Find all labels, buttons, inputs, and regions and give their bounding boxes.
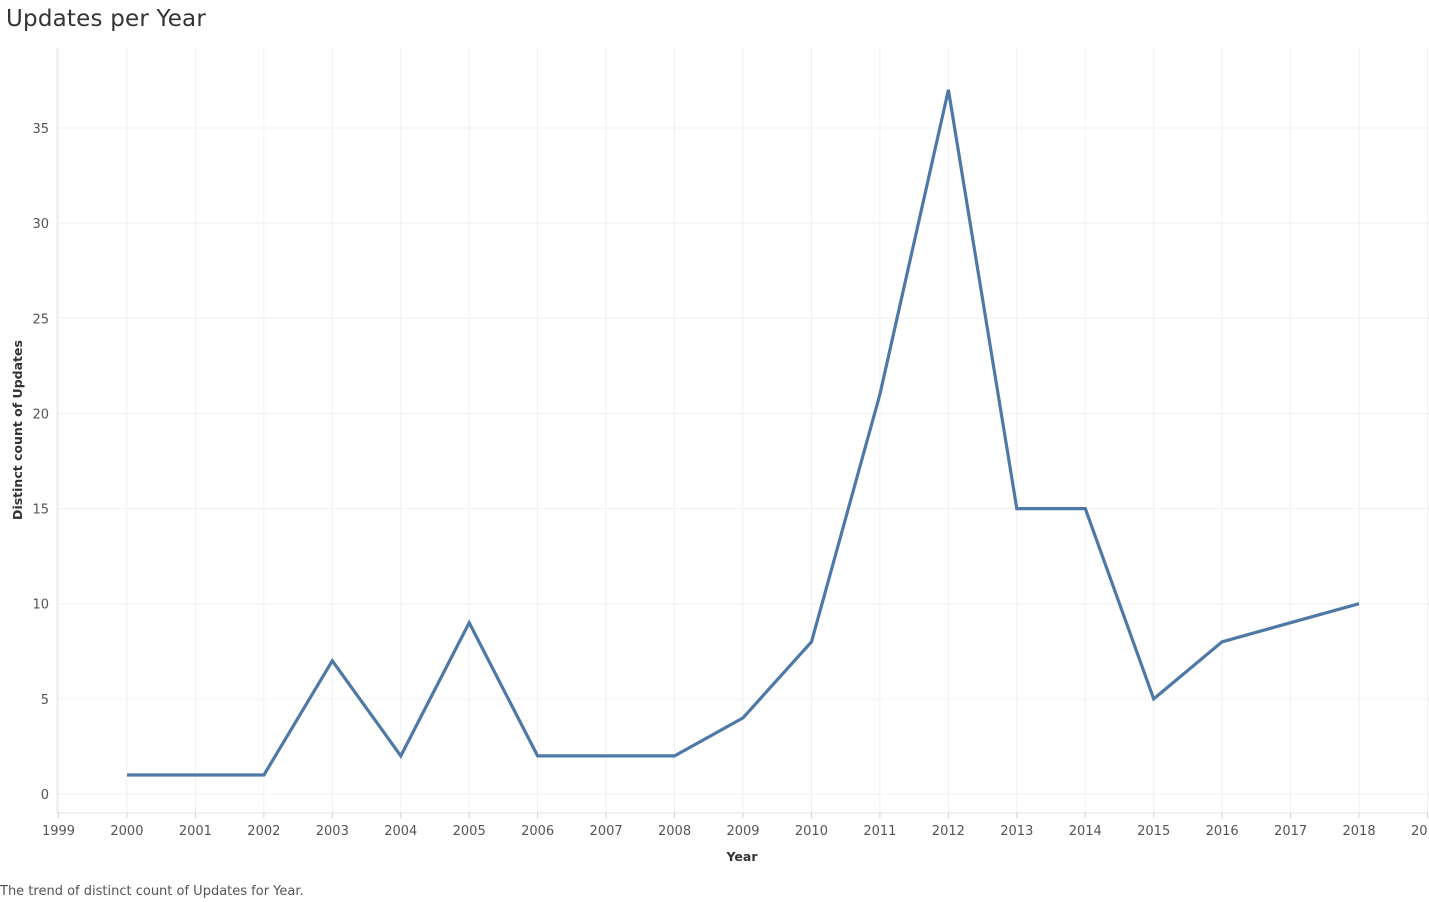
data-point[interactable] bbox=[1285, 617, 1297, 629]
x-tick-label: 2000 bbox=[110, 824, 143, 839]
x-tick-label: 2015 bbox=[1137, 824, 1170, 839]
chart-caption: The trend of distinct count of Updates f… bbox=[0, 884, 304, 899]
y-axis-title: Distinct count of Updates bbox=[10, 340, 25, 520]
series-line bbox=[127, 89, 1360, 777]
x-tick-label: 2017 bbox=[1274, 824, 1307, 839]
gridlines bbox=[57, 48, 1429, 813]
data-point[interactable] bbox=[1216, 636, 1228, 648]
x-tick-label: 2003 bbox=[316, 824, 349, 839]
x-tick-label: 2013 bbox=[1000, 824, 1033, 839]
y-tick-label: 0 bbox=[41, 788, 49, 803]
data-point[interactable] bbox=[258, 769, 270, 781]
x-tick-label: 2004 bbox=[384, 824, 417, 839]
y-tick-label: 30 bbox=[32, 217, 49, 232]
y-axis: 0 5 10 15 20 25 30 35 bbox=[32, 48, 58, 813]
data-point[interactable] bbox=[942, 84, 954, 96]
y-tick-label: 15 bbox=[32, 503, 49, 518]
x-tick-label: 2002 bbox=[247, 824, 280, 839]
x-tick-label: 2014 bbox=[1069, 824, 1102, 839]
x-tick-label: 1999 bbox=[42, 824, 75, 839]
y-tick-label: 35 bbox=[32, 122, 49, 137]
data-point[interactable] bbox=[189, 769, 201, 781]
x-tick-label: 2011 bbox=[863, 824, 896, 839]
x-tick-label: 2018 bbox=[1343, 824, 1376, 839]
x-tick-label: 2012 bbox=[932, 824, 965, 839]
data-point[interactable] bbox=[1011, 503, 1023, 515]
y-tick-label: 5 bbox=[41, 693, 49, 708]
data-point[interactable] bbox=[1353, 598, 1365, 610]
x-tick-label: 2010 bbox=[795, 824, 828, 839]
x-tick-label: 2001 bbox=[179, 824, 212, 839]
data-point[interactable] bbox=[1148, 693, 1160, 705]
data-point[interactable] bbox=[600, 750, 612, 762]
data-point[interactable] bbox=[805, 636, 817, 648]
x-tick-label: 2016 bbox=[1206, 824, 1239, 839]
x-tick-label: 2006 bbox=[521, 824, 554, 839]
data-point[interactable] bbox=[326, 655, 338, 667]
data-point[interactable] bbox=[669, 750, 681, 762]
x-tick-label: 2005 bbox=[453, 824, 486, 839]
data-point[interactable] bbox=[532, 750, 544, 762]
line-chart: 0 5 10 15 20 25 30 35 1999 2000 2001 2002 2003 2004 2… bbox=[10, 48, 1429, 864]
y-tick-label: 10 bbox=[32, 598, 49, 613]
series bbox=[121, 84, 1365, 781]
x-tick-label: 2009 bbox=[726, 824, 759, 839]
x-tick-label: 2007 bbox=[590, 824, 623, 839]
data-point[interactable] bbox=[121, 769, 133, 781]
y-tick-label: 20 bbox=[32, 407, 49, 422]
x-axis: 1999 2000 2001 2002 2003 2004 2005 2006 2007 2008… bbox=[42, 812, 1429, 839]
x-axis-title: Year bbox=[726, 849, 759, 864]
x-tick-label: 2008 bbox=[658, 824, 691, 839]
data-point[interactable] bbox=[395, 750, 407, 762]
data-point[interactable] bbox=[874, 388, 886, 400]
x-tick-label: 2019 bbox=[1411, 824, 1429, 839]
data-point[interactable] bbox=[737, 712, 749, 724]
y-tick-label: 25 bbox=[32, 312, 49, 327]
data-point[interactable] bbox=[463, 617, 475, 629]
chart-title: Updates per Year bbox=[6, 6, 207, 32]
data-point[interactable] bbox=[1079, 503, 1091, 515]
